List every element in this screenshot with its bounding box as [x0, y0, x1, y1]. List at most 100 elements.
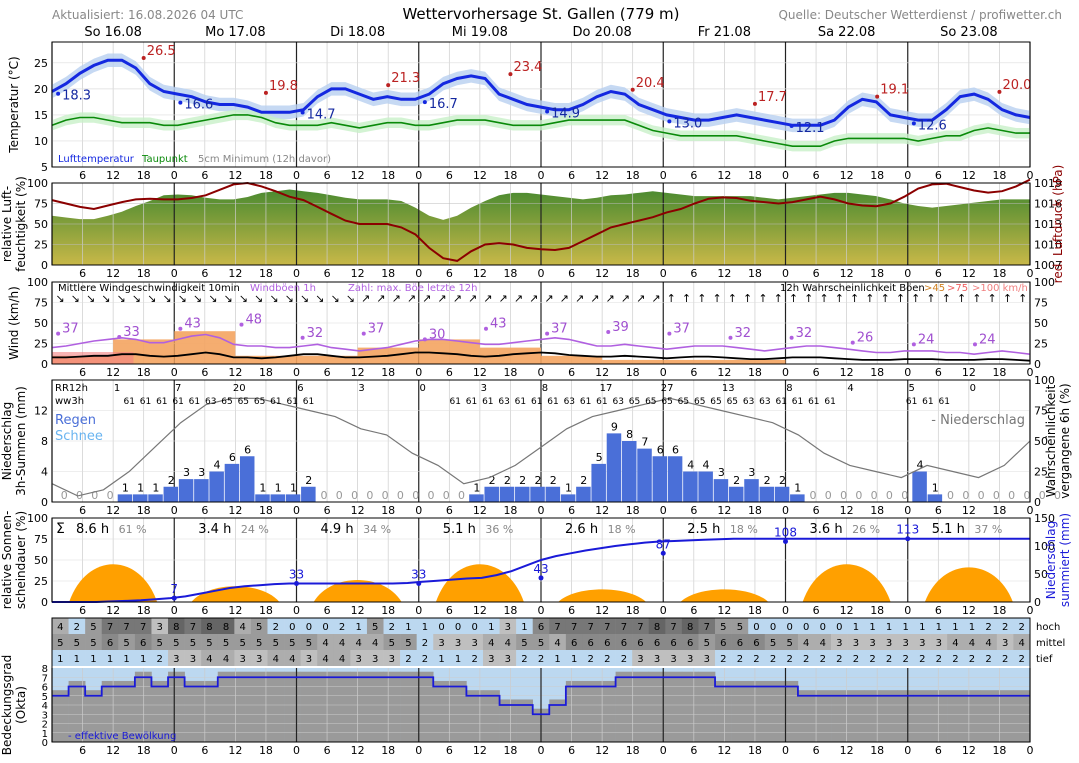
hour-tick: 12 — [962, 604, 976, 617]
hour-tick: 0 — [904, 169, 911, 182]
cloud-bar — [797, 690, 815, 742]
cloud-cell — [748, 618, 766, 634]
cloud-cell — [532, 618, 550, 634]
cloud-value: 2 — [770, 654, 776, 665]
hour-tick: 12 — [595, 169, 609, 182]
hour-tick: 6 — [690, 744, 697, 757]
cloud-cell — [217, 618, 235, 634]
y-tick: 6 — [42, 683, 48, 694]
series-prob-line — [51, 397, 1031, 497]
wind-arrow-icon: ↗ — [636, 292, 645, 305]
rain-bar-label: 1 — [473, 481, 480, 494]
rain-bar-label: 2 — [168, 474, 175, 487]
cloud-value: 2 — [74, 622, 80, 633]
hour-tick: 18 — [381, 604, 395, 617]
series-wind-line — [52, 351, 1031, 362]
hour-tick: 12 — [473, 504, 487, 517]
cloud-cell — [366, 634, 384, 650]
rain-bar — [790, 494, 805, 502]
rain-bar — [560, 494, 576, 502]
cloud-cell — [250, 650, 268, 666]
panel-frame — [51, 281, 1031, 365]
cloud-value: 5 — [306, 638, 312, 649]
hour-tick: 0 — [171, 744, 178, 757]
cloud-cell — [582, 618, 600, 634]
cloud-cell — [615, 634, 633, 650]
cloud-value: 3 — [505, 622, 511, 633]
hour-tick: 18 — [626, 604, 640, 617]
cloud-cell — [715, 634, 732, 650]
cloud-bar — [134, 671, 152, 742]
gust-max-label: 26 — [857, 331, 874, 346]
ww-value: 61 — [824, 397, 835, 407]
rain-bar — [255, 494, 270, 502]
cloud-cell — [449, 618, 467, 634]
hour-tick: 18 — [870, 267, 884, 280]
gust-max-point — [56, 331, 61, 336]
rain-bar — [163, 486, 179, 502]
rr12-value: 8 — [786, 383, 792, 394]
cloud-cell — [996, 650, 1014, 666]
cloud-value: 4 — [505, 638, 511, 649]
ww-value: 65 — [710, 397, 721, 407]
hour-tick: 0 — [538, 604, 545, 617]
ww-value: 61 — [189, 397, 200, 407]
rr12-value: 3 — [358, 383, 364, 394]
cloud-value: 0 — [438, 622, 444, 633]
cloud-value: 3 — [306, 654, 312, 665]
cum-label: 113 — [896, 523, 919, 537]
cloud-value: 5 — [273, 638, 279, 649]
ww-value: 61 — [156, 397, 167, 407]
hour-tick: 6 — [79, 744, 86, 757]
cloud-value: 4 — [206, 654, 212, 665]
hour-tick: 12 — [717, 504, 731, 517]
sun-area — [558, 589, 647, 602]
gust-max-label: 32 — [307, 326, 324, 341]
hour-tick: 6 — [690, 169, 697, 182]
hour-tick: 0 — [171, 366, 178, 379]
wind-arrow-icon: ↘ — [55, 292, 64, 305]
hour-tick: 0 — [538, 366, 545, 379]
sun-hours: 3.6 h — [810, 522, 843, 537]
rain-bar-label: 3 — [183, 466, 190, 479]
rain-bar-label: 1 — [290, 481, 297, 494]
cloud-value: 2 — [820, 654, 826, 665]
rain-bar-label: 0 — [366, 489, 373, 502]
hour-tick: 18 — [992, 504, 1006, 517]
cloud-value: 2 — [339, 622, 345, 633]
cloud-value: 5 — [157, 638, 163, 649]
series-pressure-line — [51, 178, 1031, 262]
hour-tick: 18 — [137, 604, 151, 617]
rain-bar-label: 0 — [993, 489, 1000, 502]
hour-tick: 6 — [446, 604, 453, 617]
cloud-cell — [350, 618, 368, 634]
cloud-cell — [549, 634, 567, 650]
panel-frame — [51, 617, 1031, 743]
rr12-value: 5 — [908, 383, 914, 394]
hour-tick: 6 — [324, 366, 331, 379]
hour-tick: 18 — [992, 604, 1006, 617]
cloud-cell — [599, 634, 616, 650]
cloud-value: 3 — [936, 638, 942, 649]
wind-arrow-icon: ↑ — [743, 292, 752, 305]
hour-tick: 18 — [259, 744, 273, 757]
cloud-cell — [632, 650, 650, 666]
cloud-cell — [68, 634, 86, 650]
cloud-value: 6 — [604, 638, 610, 649]
hour-tick: 12 — [351, 169, 365, 182]
hour-tick: 18 — [259, 504, 273, 517]
hour-tick: 12 — [351, 366, 365, 379]
hour-tick: 12 — [228, 169, 242, 182]
legend-snow: Schnee — [55, 429, 103, 444]
rain-bar-label: 0 — [871, 489, 878, 502]
max-point — [630, 87, 635, 92]
rain-bar — [637, 448, 652, 502]
rain-bar — [698, 471, 713, 502]
cloud-bar — [930, 690, 948, 742]
rain-bar — [239, 456, 255, 502]
hour-tick: 0 — [538, 744, 545, 757]
min-point — [911, 121, 916, 126]
cloud-cell — [963, 650, 981, 666]
rr12-value: 20 — [233, 383, 246, 394]
rain-bar-label: 0 — [91, 489, 98, 502]
